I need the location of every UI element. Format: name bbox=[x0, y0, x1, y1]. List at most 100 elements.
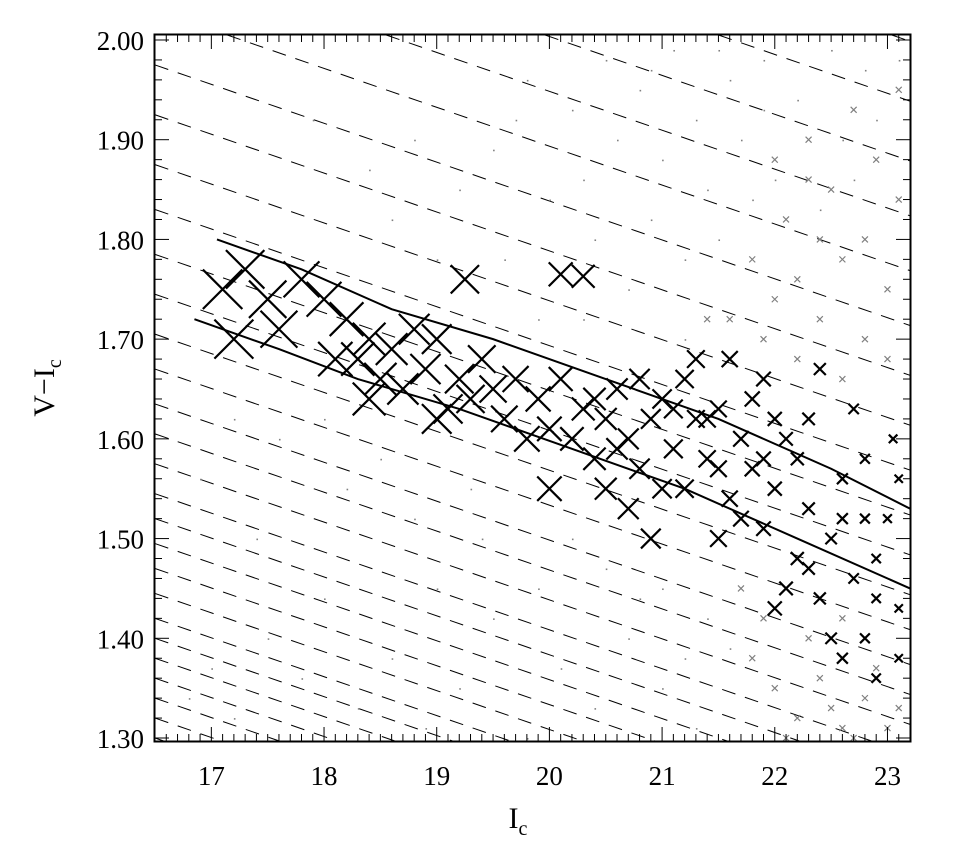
black-cross bbox=[720, 489, 739, 508]
black-cross bbox=[628, 457, 651, 480]
black-cross bbox=[755, 370, 772, 388]
black-cross bbox=[398, 313, 431, 346]
black-cross bbox=[490, 404, 519, 433]
black-cross bbox=[617, 497, 640, 520]
gray-dot bbox=[436, 259, 439, 261]
black-cross bbox=[709, 459, 728, 478]
gray-dot bbox=[538, 319, 540, 321]
black-cross bbox=[444, 363, 475, 395]
gray-dot bbox=[774, 179, 777, 182]
black-cross bbox=[893, 653, 904, 664]
y-tick-label: 2.00 bbox=[97, 26, 144, 56]
gray-cross bbox=[838, 255, 846, 263]
black-cross bbox=[870, 672, 882, 684]
black-cross bbox=[640, 527, 662, 550]
gray-dot bbox=[459, 189, 461, 192]
gray-cross bbox=[884, 355, 891, 363]
gray-dot bbox=[707, 189, 709, 192]
gray-dot bbox=[301, 678, 304, 680]
gray-dot bbox=[673, 49, 675, 52]
x-tick-label: 18 bbox=[311, 761, 338, 791]
black-cross bbox=[697, 409, 717, 429]
gray-dot bbox=[639, 89, 642, 92]
gray-dot bbox=[763, 59, 766, 62]
black-cross bbox=[605, 377, 629, 401]
gray-cross bbox=[872, 156, 880, 164]
black-cross bbox=[582, 387, 607, 411]
black-cross bbox=[859, 453, 871, 465]
dashed-line bbox=[154, 333, 911, 596]
black-cross bbox=[547, 366, 574, 392]
black-cross bbox=[571, 264, 596, 289]
gray-dot bbox=[853, 179, 856, 182]
gray-dot bbox=[233, 718, 236, 720]
dashed-line bbox=[154, 543, 728, 742]
black-cross bbox=[824, 631, 838, 645]
black-cross bbox=[663, 438, 684, 459]
gray-dot bbox=[481, 538, 484, 541]
y-tick-label: 1.60 bbox=[97, 425, 144, 455]
gray-dot bbox=[718, 49, 721, 52]
black-cross bbox=[836, 652, 849, 665]
black-cross bbox=[547, 261, 574, 288]
gray-dot bbox=[583, 319, 585, 321]
x-tick-label: 17 bbox=[198, 761, 225, 791]
black-cross bbox=[893, 603, 904, 614]
x-axis-title: Ic bbox=[509, 802, 528, 840]
black-cross bbox=[778, 580, 794, 596]
gray-dot bbox=[662, 688, 664, 690]
black-cross bbox=[824, 532, 838, 546]
y-tick-labels: 1.30 1.40 1.50 1.60 1.70 1.80 1.90 2.00 bbox=[97, 26, 144, 754]
gray-dot bbox=[278, 438, 281, 441]
gray-dot bbox=[515, 119, 518, 122]
dashed-line bbox=[154, 637, 453, 742]
black-cross bbox=[594, 477, 618, 501]
gray-dot bbox=[459, 688, 461, 690]
black-cross bbox=[790, 451, 805, 467]
gray-dot bbox=[504, 259, 506, 261]
axis-ticks bbox=[155, 35, 911, 741]
dashed-line bbox=[154, 114, 911, 376]
black-cross bbox=[732, 430, 750, 448]
dashed-line bbox=[891, 34, 911, 42]
dashed-line bbox=[718, 34, 911, 102]
x-tick-label: 19 bbox=[423, 761, 450, 791]
gray-dot bbox=[763, 109, 766, 112]
gray-dot bbox=[549, 199, 552, 202]
gray-dot bbox=[312, 119, 315, 122]
gray-dot bbox=[369, 169, 371, 172]
gray-dot bbox=[470, 488, 473, 491]
gray-cross bbox=[827, 186, 835, 193]
gray-dot bbox=[436, 588, 439, 591]
gray-dot bbox=[414, 139, 416, 142]
black-cross bbox=[870, 553, 882, 564]
gray-cross bbox=[805, 176, 813, 184]
gray-cross bbox=[884, 285, 891, 293]
black-cross bbox=[213, 318, 255, 360]
dashed-line bbox=[154, 518, 800, 742]
dashed-line bbox=[154, 592, 583, 742]
dashed-line bbox=[154, 164, 911, 426]
gray-dot bbox=[571, 109, 574, 112]
black-cross bbox=[778, 431, 794, 447]
dashed-line bbox=[154, 433, 911, 695]
black-cross bbox=[859, 512, 871, 525]
gray-dot bbox=[876, 119, 878, 122]
black-cross bbox=[536, 475, 563, 502]
black-cross bbox=[813, 591, 827, 606]
black-cross bbox=[847, 572, 860, 585]
dashed-line bbox=[154, 403, 911, 665]
black-cross bbox=[859, 632, 871, 644]
y-tick-label: 1.70 bbox=[97, 325, 144, 355]
y-tick-label: 1.40 bbox=[97, 624, 144, 654]
dashed-line bbox=[154, 64, 911, 326]
gray-dot bbox=[650, 69, 653, 72]
gray-dot bbox=[628, 289, 630, 291]
dashed-line bbox=[154, 368, 911, 631]
black-cross bbox=[202, 268, 244, 310]
gray-dot bbox=[538, 588, 540, 591]
gray-dot bbox=[391, 219, 394, 222]
black-cross bbox=[888, 433, 899, 444]
black-cross bbox=[893, 473, 904, 484]
x-tick-label: 22 bbox=[761, 761, 788, 791]
